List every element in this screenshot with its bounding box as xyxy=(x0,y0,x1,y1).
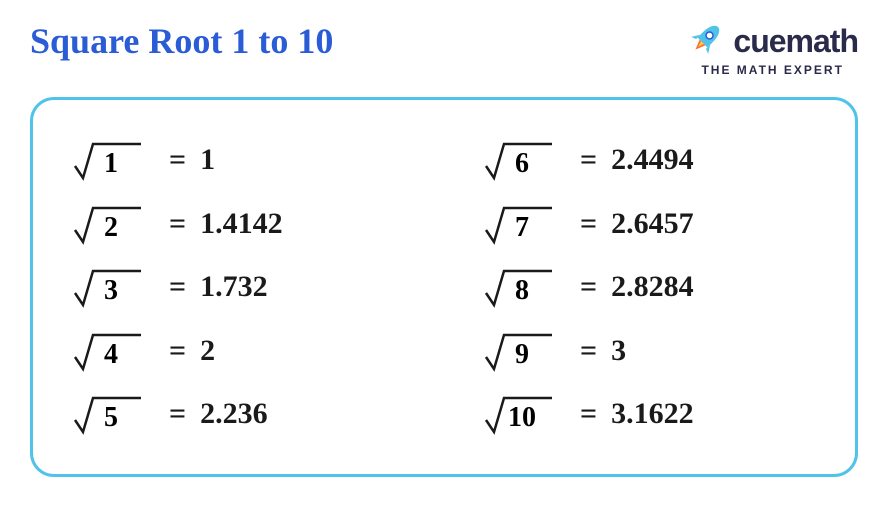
result-value: 2 xyxy=(200,334,215,368)
result-value: 2.8284 xyxy=(611,270,694,304)
sqrt-icon: 4 xyxy=(73,329,143,373)
equation-row: 2 = 1.4142 xyxy=(73,194,404,254)
equals-sign: = xyxy=(169,270,186,304)
radicand: 10 xyxy=(508,402,536,433)
result-value: 2.6457 xyxy=(611,207,694,241)
page-title: Square Root 1 to 10 xyxy=(30,20,333,62)
radicand: 8 xyxy=(515,275,529,306)
result-value: 2.4494 xyxy=(611,143,694,177)
radicand: 2 xyxy=(104,212,118,243)
equals-sign: = xyxy=(169,397,186,431)
equation-row: 1 = 1 xyxy=(73,130,404,190)
radicand: 6 xyxy=(515,148,529,179)
equation-row: 10 = 3.1622 xyxy=(484,384,815,444)
equals-sign: = xyxy=(580,270,597,304)
sqrt-icon: 1 xyxy=(73,138,143,182)
rocket-icon xyxy=(687,20,725,63)
equals-sign: = xyxy=(169,143,186,177)
sqrt-icon: 7 xyxy=(484,202,554,246)
sqrt-icon: 6 xyxy=(484,138,554,182)
sqrt-icon: 10 xyxy=(484,392,554,436)
sqrt-icon: 9 xyxy=(484,329,554,373)
equals-sign: = xyxy=(169,334,186,368)
equals-sign: = xyxy=(580,334,597,368)
result-value: 1.4142 xyxy=(200,207,283,241)
sqrt-icon: 2 xyxy=(73,202,143,246)
sqrt-icon: 3 xyxy=(73,265,143,309)
result-value: 3 xyxy=(611,334,626,368)
radicand: 5 xyxy=(104,402,118,433)
radicand: 4 xyxy=(104,339,118,370)
equation-row: 4 = 2 xyxy=(73,321,404,381)
header: Square Root 1 to 10 cuemath THE MATH EXP… xyxy=(30,20,858,77)
column-left: 1 = 1 2 = 1.4142 3 = 1.732 4 = 2 xyxy=(73,130,404,444)
radicand: 7 xyxy=(515,212,529,243)
result-value: 1.732 xyxy=(200,270,268,304)
equation-row: 3 = 1.732 xyxy=(73,257,404,317)
equation-row: 5 = 2.236 xyxy=(73,384,404,444)
content-box: 1 = 1 2 = 1.4142 3 = 1.732 4 = 2 xyxy=(30,97,858,477)
radicand: 3 xyxy=(104,275,118,306)
equals-sign: = xyxy=(580,397,597,431)
sqrt-icon: 8 xyxy=(484,265,554,309)
result-value: 1 xyxy=(200,143,215,177)
logo-main: cuemath xyxy=(687,20,858,63)
column-right: 6 = 2.4494 7 = 2.6457 8 = 2.8284 9 = 3 xyxy=(484,130,815,444)
radicand: 9 xyxy=(515,339,529,370)
result-value: 2.236 xyxy=(200,397,268,431)
logo-text: cuemath xyxy=(733,23,858,60)
result-value: 3.1622 xyxy=(611,397,694,431)
equals-sign: = xyxy=(580,143,597,177)
equals-sign: = xyxy=(169,207,186,241)
equation-row: 8 = 2.8284 xyxy=(484,257,815,317)
equation-row: 7 = 2.6457 xyxy=(484,194,815,254)
logo: cuemath THE MATH EXPERT xyxy=(687,20,858,77)
equation-row: 9 = 3 xyxy=(484,321,815,381)
radicand: 1 xyxy=(104,148,118,179)
equals-sign: = xyxy=(580,207,597,241)
logo-tagline: THE MATH EXPERT xyxy=(701,63,843,77)
equation-row: 6 = 2.4494 xyxy=(484,130,815,190)
sqrt-icon: 5 xyxy=(73,392,143,436)
